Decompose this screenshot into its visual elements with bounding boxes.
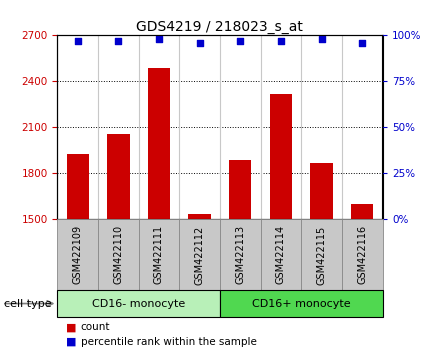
Text: GSM422114: GSM422114 <box>276 225 286 285</box>
Bar <box>107 133 130 354</box>
Bar <box>148 68 170 354</box>
Text: ■: ■ <box>66 337 76 347</box>
Text: GSM422112: GSM422112 <box>195 225 204 285</box>
FancyBboxPatch shape <box>98 219 139 290</box>
FancyBboxPatch shape <box>301 219 342 290</box>
Bar <box>229 160 252 354</box>
Point <box>278 38 284 44</box>
Point <box>156 36 162 42</box>
Bar <box>188 214 211 354</box>
Point <box>359 40 366 46</box>
Bar <box>67 154 89 354</box>
Point <box>318 36 325 42</box>
Text: count: count <box>81 322 110 332</box>
Text: GSM422110: GSM422110 <box>113 225 123 285</box>
Text: GSM422116: GSM422116 <box>357 225 367 285</box>
FancyBboxPatch shape <box>179 219 220 290</box>
Text: GSM422109: GSM422109 <box>73 225 83 285</box>
FancyBboxPatch shape <box>57 219 98 290</box>
Point <box>115 38 122 44</box>
Point <box>74 38 81 44</box>
Text: GSM422113: GSM422113 <box>235 225 245 285</box>
Text: percentile rank within the sample: percentile rank within the sample <box>81 337 257 347</box>
Bar <box>310 163 333 354</box>
FancyBboxPatch shape <box>57 290 220 317</box>
FancyBboxPatch shape <box>261 219 301 290</box>
Text: GSM422111: GSM422111 <box>154 225 164 285</box>
Text: cell type: cell type <box>4 298 52 309</box>
Bar <box>270 94 292 354</box>
Point <box>196 40 203 46</box>
FancyBboxPatch shape <box>220 219 261 290</box>
Text: CD16+ monocyte: CD16+ monocyte <box>252 298 351 309</box>
Text: ■: ■ <box>66 322 76 332</box>
Text: GSM422115: GSM422115 <box>317 225 326 285</box>
Point <box>237 38 244 44</box>
FancyBboxPatch shape <box>220 290 382 317</box>
Bar <box>351 204 373 354</box>
Text: CD16- monocyte: CD16- monocyte <box>92 298 185 309</box>
Title: GDS4219 / 218023_s_at: GDS4219 / 218023_s_at <box>136 21 303 34</box>
FancyBboxPatch shape <box>139 219 179 290</box>
FancyBboxPatch shape <box>342 219 383 290</box>
